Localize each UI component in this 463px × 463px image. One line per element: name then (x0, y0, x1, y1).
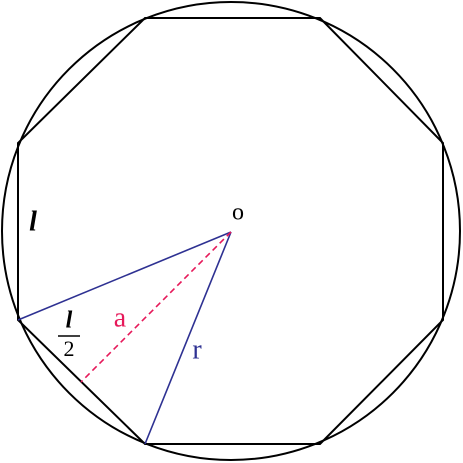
apothem-line (80, 231, 232, 383)
octagon (17, 17, 444, 445)
radius-line (144, 231, 232, 445)
apothem-label: a (114, 302, 127, 333)
radius-label: r (192, 334, 202, 365)
half-side-denominator: 2 (64, 336, 75, 361)
center-label: o (232, 200, 244, 226)
side-label: l (29, 206, 37, 237)
radius-line (17, 231, 232, 321)
half-side-numerator: l (66, 308, 73, 334)
